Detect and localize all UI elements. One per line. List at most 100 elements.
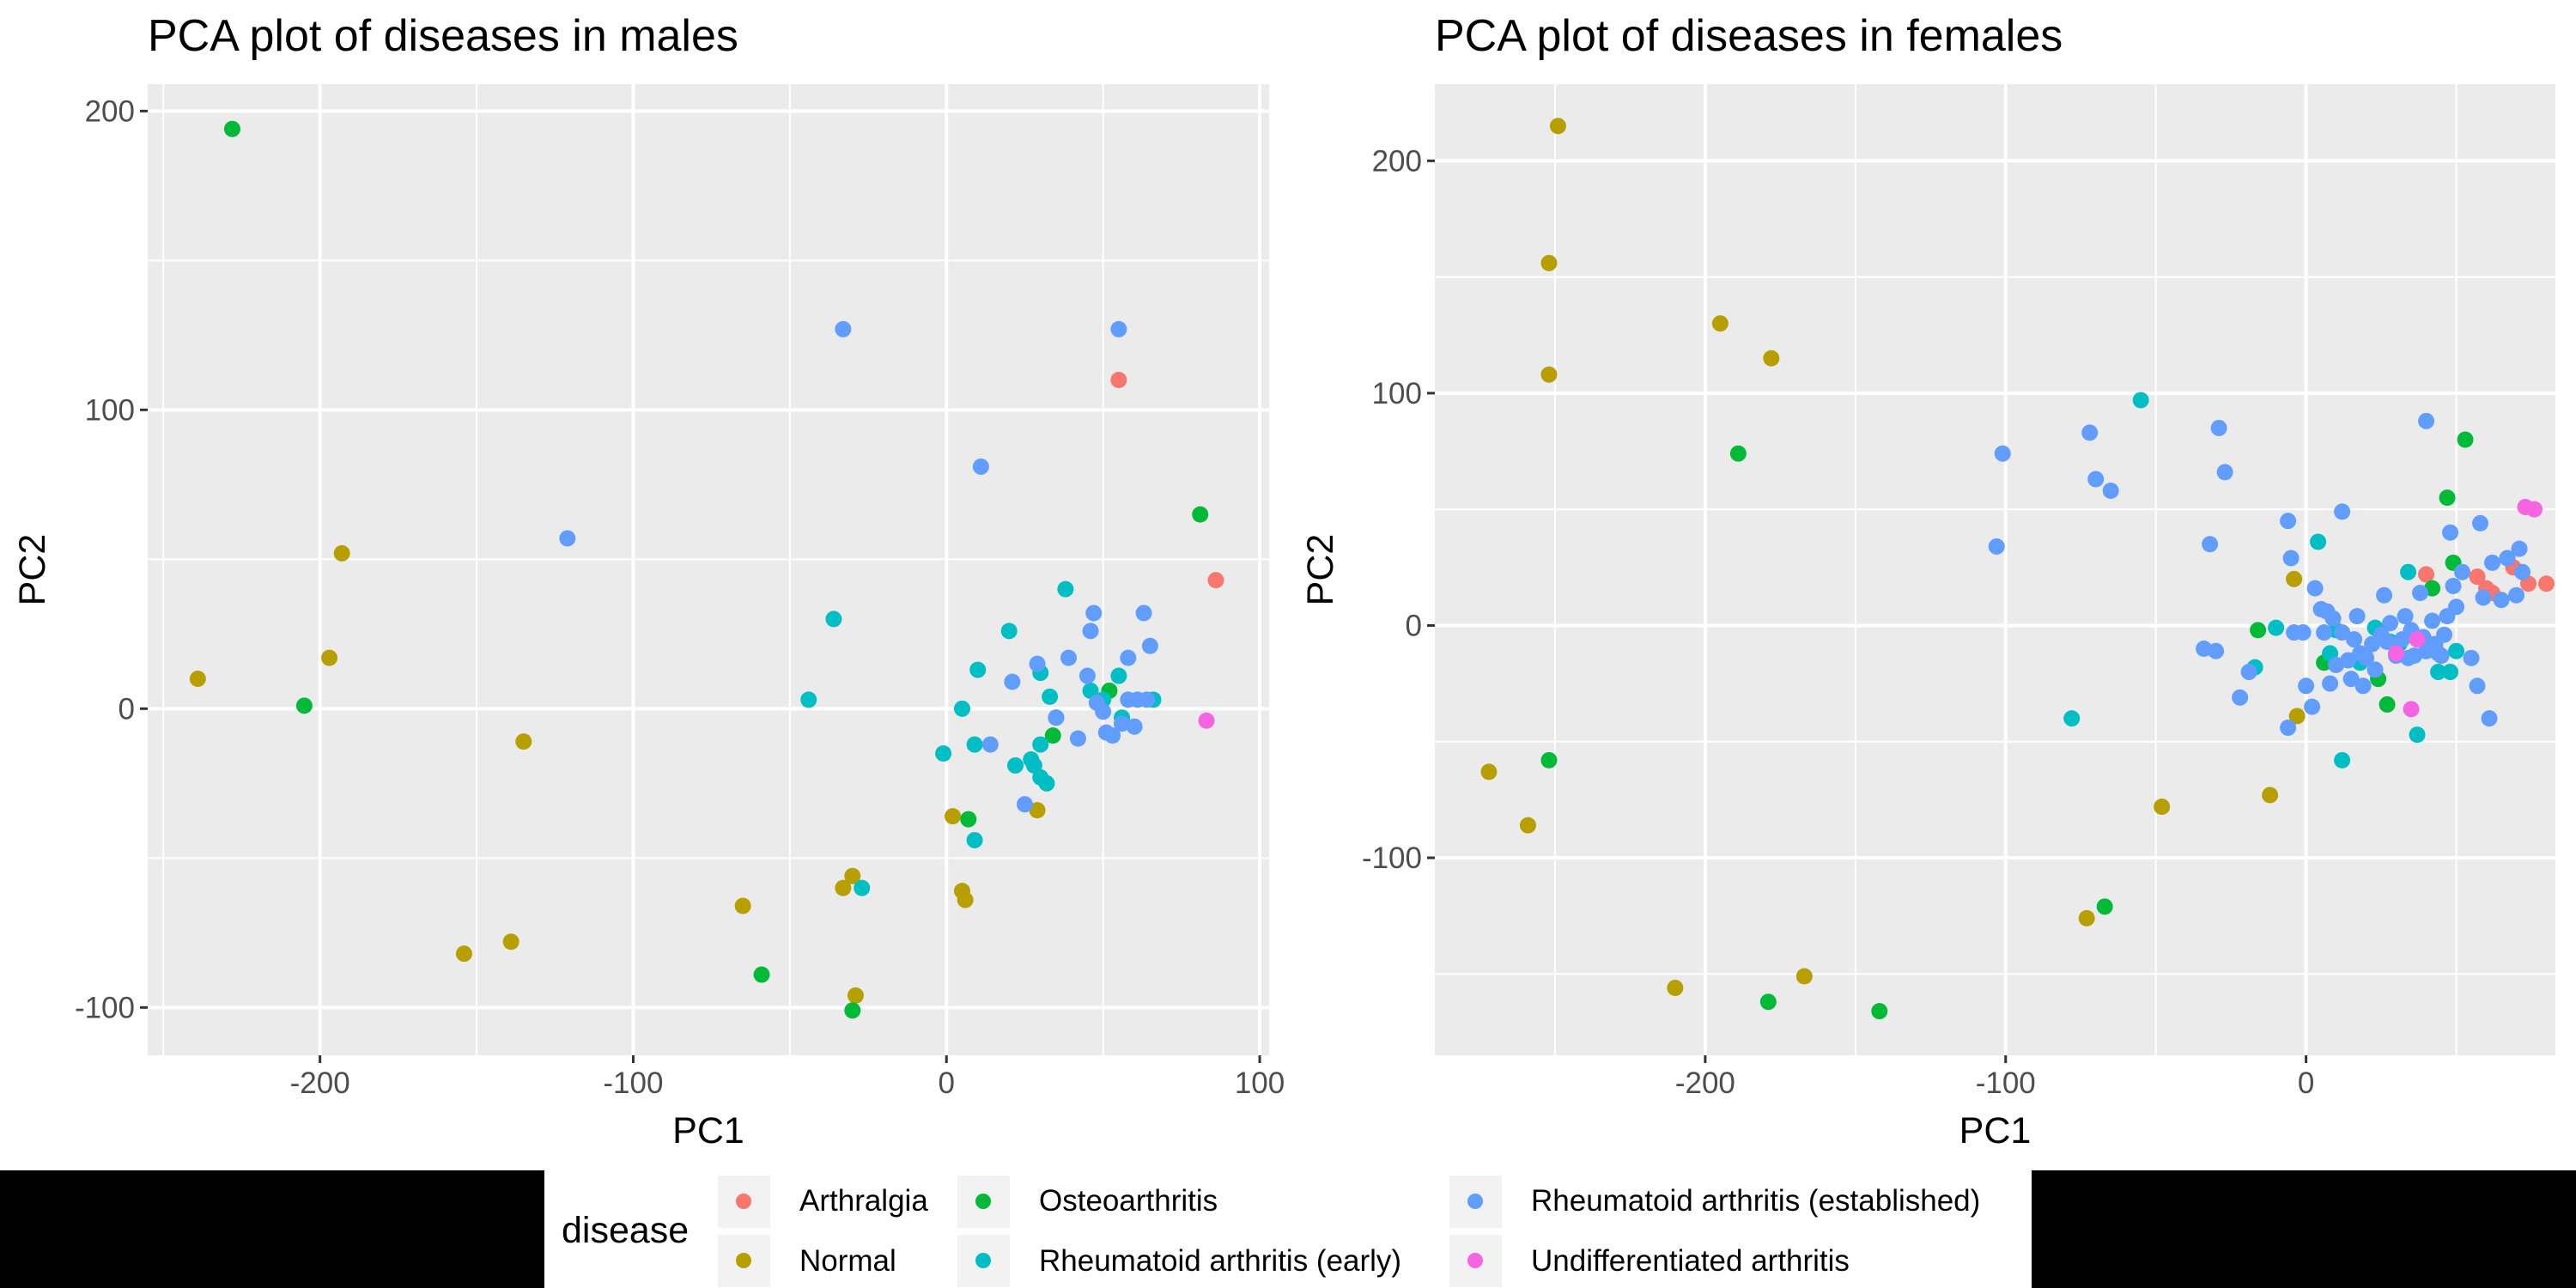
point-rheumatoid-arthritis-established <box>1078 667 1096 684</box>
point-normal <box>2078 909 2095 927</box>
point-rheumatoid-arthritis-early <box>2334 751 2351 769</box>
legend-key-arthralgia <box>736 1194 751 1209</box>
point-osteoarthritis <box>1759 993 1777 1011</box>
point-rheumatoid-arthritis-established <box>2418 412 2435 429</box>
point-rheumatoid-arthritis-established <box>1060 649 1078 666</box>
point-rheumatoid-arthritis-established <box>1135 605 1152 622</box>
point-rheumatoid-arthritis-established <box>1095 703 1112 720</box>
point-rheumatoid-arthritis-established <box>1048 709 1065 726</box>
y-tick-label: 0 <box>118 692 135 726</box>
point-rheumatoid-arthritis-established <box>1082 623 1099 640</box>
point-undifferentiated-arthritis <box>2409 631 2426 648</box>
point-rheumatoid-arthritis-established <box>2298 677 2315 695</box>
point-normal <box>1763 349 1780 367</box>
point-rheumatoid-arthritis-established <box>2216 464 2233 481</box>
point-rheumatoid-arthritis-established <box>1110 320 1127 337</box>
legend-key-undifferentiated <box>1467 1253 1483 1268</box>
males-points <box>189 120 1224 1019</box>
point-normal <box>1519 817 1536 834</box>
point-osteoarthritis <box>2096 898 2113 915</box>
point-rheumatoid-arthritis-established <box>2081 424 2099 441</box>
point-normal <box>333 544 350 562</box>
legend-label-arthralgia: Arthralgia <box>799 1184 928 1218</box>
point-rheumatoid-arthritis-early <box>2310 533 2327 550</box>
males-tick-labels: -200 -100 0 100 -100 0 100 200 <box>75 94 1285 1100</box>
males-y-axis-label: PC2 <box>12 534 53 606</box>
point-rheumatoid-arthritis-established <box>1139 691 1156 708</box>
point-normal <box>321 649 338 666</box>
x-tick-label: -100 <box>1976 1066 2036 1100</box>
point-rheumatoid-arthritis-established <box>2511 540 2528 557</box>
point-rheumatoid-arthritis-early <box>1042 688 1059 705</box>
females-tick-labels: -200 -100 0 -100 0 100 200 <box>1362 144 2314 1100</box>
legend-label-undifferentiated: Undifferentiated arthritis <box>1531 1244 1850 1278</box>
point-undifferentiated-arthritis <box>2526 501 2543 518</box>
x-tick-label: -200 <box>1675 1066 1735 1100</box>
point-rheumatoid-arthritis-established <box>1069 730 1086 747</box>
point-normal <box>2288 708 2306 725</box>
point-osteoarthritis <box>1192 506 1209 523</box>
point-normal <box>455 945 472 963</box>
point-rheumatoid-arthritis-established <box>2294 624 2312 641</box>
point-rheumatoid-arthritis-established <box>2472 514 2489 532</box>
x-tick-label: 0 <box>2298 1066 2314 1100</box>
y-tick-label: 200 <box>1372 144 1422 178</box>
point-rheumatoid-arthritis-established <box>2433 647 2450 665</box>
point-rheumatoid-arthritis-established <box>2445 577 2462 594</box>
point-rheumatoid-arthritis-established <box>2454 563 2471 580</box>
point-normal <box>1667 980 1684 997</box>
point-rheumatoid-arthritis-established <box>2493 592 2510 609</box>
y-tick-label: 100 <box>85 393 135 427</box>
point-rheumatoid-arthritis-established <box>2499 550 2516 567</box>
point-rheumatoid-arthritis-early <box>935 745 952 762</box>
legend-key-osteoarthritis <box>975 1194 991 1209</box>
point-rheumatoid-arthritis-early <box>2268 619 2285 636</box>
x-tick-label: -100 <box>603 1066 663 1100</box>
legend-box <box>544 1170 2032 1288</box>
legend-black-band-left <box>0 1170 544 1288</box>
point-rheumatoid-arthritis-established <box>1120 649 1137 666</box>
point-rheumatoid-arthritis-early <box>1007 756 1024 774</box>
point-rheumatoid-arthritis-early <box>2063 710 2081 727</box>
point-osteoarthritis <box>2457 431 2474 448</box>
point-rheumatoid-arthritis-established <box>2376 586 2393 604</box>
point-rheumatoid-arthritis-established <box>2304 698 2321 715</box>
point-rheumatoid-arthritis-established <box>2463 649 2480 666</box>
point-osteoarthritis <box>844 1002 861 1019</box>
point-rheumatoid-arthritis-early <box>2400 563 2417 580</box>
point-rheumatoid-arthritis-established <box>1004 673 1021 690</box>
females-x-axis-label: PC1 <box>1959 1110 2032 1151</box>
point-osteoarthritis <box>1871 1003 1888 1020</box>
point-osteoarthritis <box>753 966 770 983</box>
males-x-axis-label: PC1 <box>672 1110 744 1151</box>
legend-item-arthralgia: Arthralgia <box>718 1176 928 1228</box>
point-rheumatoid-arthritis-early <box>1082 682 1099 699</box>
point-rheumatoid-arthritis-established <box>2316 624 2333 641</box>
point-rheumatoid-arthritis-early <box>1057 580 1074 598</box>
point-osteoarthritis <box>223 120 240 137</box>
y-tick-label: -100 <box>75 991 135 1024</box>
x-tick-label: -200 <box>290 1066 350 1100</box>
point-normal <box>189 671 206 688</box>
point-rheumatoid-arthritis-early <box>1025 756 1042 774</box>
point-rheumatoid-arthritis-established <box>559 530 576 547</box>
point-normal <box>1480 763 1498 781</box>
point-arthralgia <box>1110 372 1127 389</box>
point-osteoarthritis <box>1540 751 1558 769</box>
point-rheumatoid-arthritis-established <box>2508 586 2525 604</box>
point-normal <box>2262 787 2279 804</box>
point-normal <box>734 897 751 914</box>
point-rheumatoid-arthritis-established <box>2475 589 2492 606</box>
point-rheumatoid-arthritis-established <box>2280 513 2297 530</box>
point-rheumatoid-arthritis-early <box>2442 664 2459 681</box>
males-chart-title: PCA plot of diseases in males <box>148 11 738 61</box>
point-osteoarthritis <box>2439 489 2456 507</box>
point-rheumatoid-arthritis-established <box>2306 580 2324 597</box>
females-chart-title: PCA plot of diseases in females <box>1435 11 2063 61</box>
point-osteoarthritis <box>1729 445 1747 462</box>
point-osteoarthritis <box>2250 622 2267 639</box>
females-y-axis-label: PC2 <box>1300 534 1341 606</box>
point-rheumatoid-arthritis-established <box>2102 483 2119 500</box>
point-normal <box>844 867 861 884</box>
point-rheumatoid-arthritis-established <box>2334 624 2351 641</box>
